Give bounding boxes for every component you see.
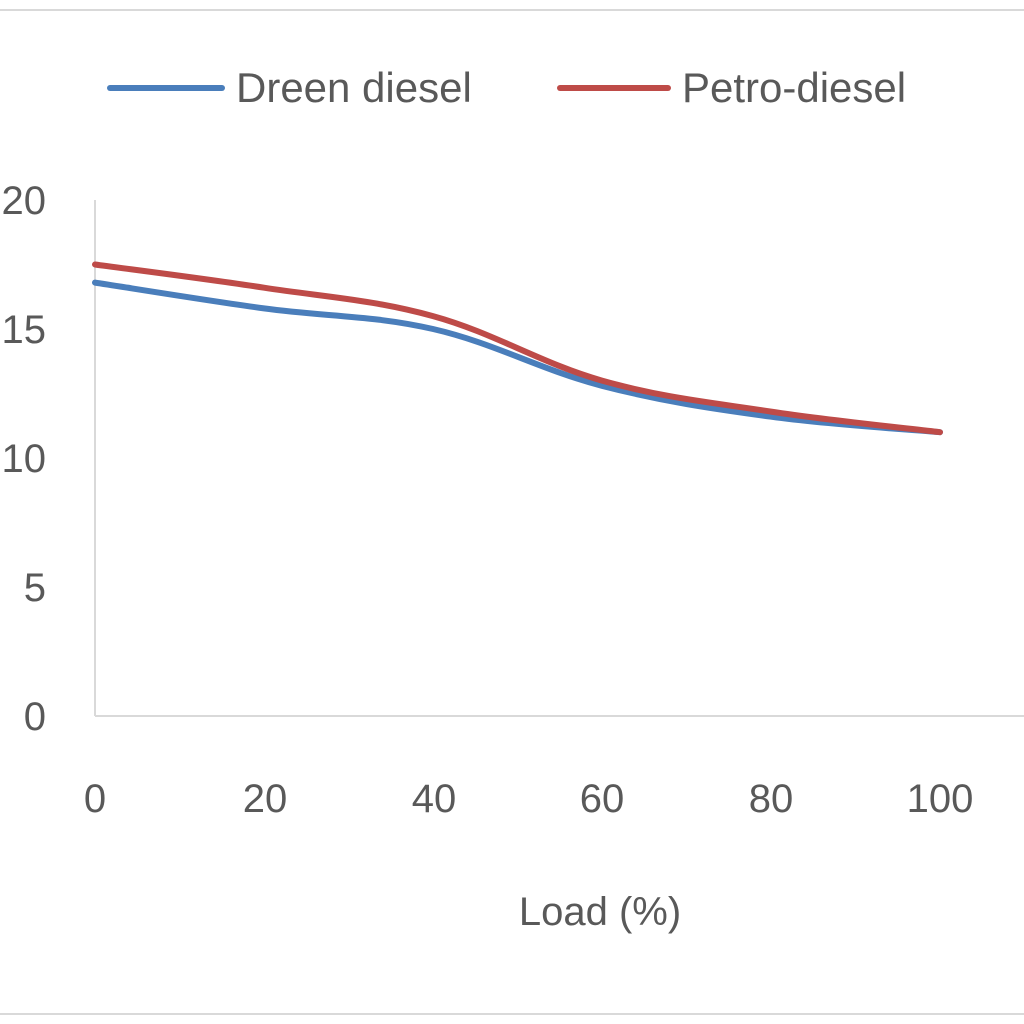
y-tick-label-10: 10 [2, 437, 47, 481]
y-tick-label-5: 5 [24, 566, 46, 610]
x-tick-label-60: 60 [580, 777, 625, 821]
x-tick-label-80: 80 [749, 777, 794, 821]
legend-label-dreen-diesel: Dreen diesel [236, 64, 472, 111]
x-tick-label-100: 100 [907, 777, 974, 821]
series-line-petro-diesel [92, 261, 943, 436]
series-line-dreen-diesel [92, 279, 943, 436]
x-tick-label-40: 40 [412, 777, 457, 821]
legend-label-petro-diesel: Petro-diesel [682, 64, 906, 111]
y-tick-label-15: 15 [2, 308, 47, 352]
x-tick-label-0: 0 [84, 777, 106, 821]
legend: Dreen diesel Petro-diesel [107, 64, 906, 111]
x-tick-labels: 0 20 40 60 80 100 [84, 777, 974, 821]
y-tick-labels: 0 5 10 15 20 [2, 179, 47, 739]
chart-frame [0, 9, 1024, 1015]
y-tick-label-0: 0 [24, 695, 46, 739]
series-lines [92, 261, 943, 436]
x-axis-title: Load (%) [519, 890, 681, 934]
y-tick-label-20: 20 [2, 179, 47, 223]
x-tick-label-20: 20 [243, 777, 288, 821]
